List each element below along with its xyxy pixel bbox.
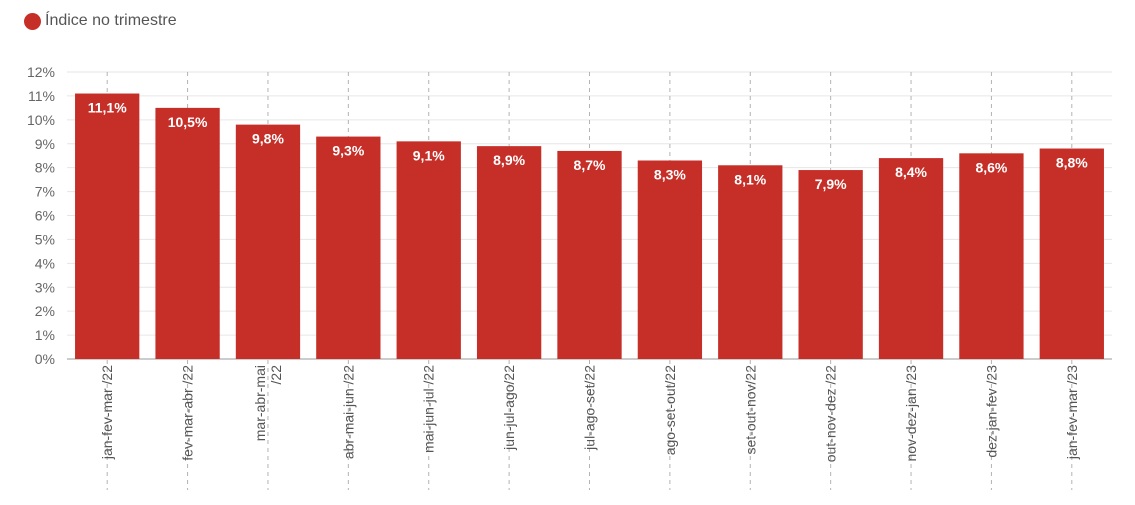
y-tick-label: 7% [35,184,55,200]
x-tick-label: jul-ago-set/22 [582,365,598,451]
bar [235,124,301,359]
data-label: 8,1% [734,171,766,187]
data-label: 9,8% [252,131,284,147]
x-tick-label: nov-dez-jan /23 [903,365,919,462]
y-tick-label: 4% [35,255,55,271]
legend-marker [24,12,41,30]
x-tick-label: dez-jan-fev /23 [983,365,999,458]
data-label: 8,6% [975,159,1007,175]
bar [1039,148,1104,359]
legend[interactable]: Índice no trimestre [24,12,177,30]
bar [798,170,863,359]
bar [155,107,220,359]
data-label: 8,4% [895,164,927,180]
y-tick-label: 10% [27,112,55,128]
bar [75,93,140,360]
x-tick-label: mar-abr-mai/22 [252,365,284,441]
x-tick-label: jan-fev-mar /23 [1064,365,1080,460]
x-tick-label: jun-jul-ago/22 [501,365,517,451]
x-tick-label: ago-set-out/22 [662,365,678,455]
bar [718,165,783,359]
bar [959,153,1024,359]
bar [396,141,461,359]
y-tick-label: 6% [35,208,55,224]
data-label: 7,9% [815,176,847,192]
data-label: 8,7% [574,157,606,173]
y-tick-label: 9% [35,136,55,152]
x-tick-label: mai-jun-jul /22 [421,365,437,453]
bar [316,136,381,359]
x-tick-label-line: mar-abr-mai [252,365,268,441]
x-tick-label: set-out-nov/22 [742,365,758,455]
x-tick-label: abr-mai-jun /22 [340,365,356,459]
data-label: 8,8% [1056,155,1088,171]
y-tick-label: 1% [35,327,55,343]
x-tick-label: jan-fev-mar /22 [99,365,115,460]
y-tick-label: 2% [35,303,55,319]
y-tick-label: 3% [35,279,55,295]
y-tick-label: 8% [35,160,55,176]
legend-label: Índice no trimestre [45,12,177,29]
x-tick-label-line: /22 [268,365,284,385]
y-tick-label: 5% [35,231,55,247]
bar [476,146,542,359]
data-label: 8,9% [493,152,525,168]
data-label: 11,1% [88,100,127,116]
data-label: 9,3% [332,143,364,159]
bar [637,160,703,359]
bar [878,158,944,359]
x-tick-label: out-nov-dez /22 [823,365,839,462]
data-label: 9,1% [413,147,445,163]
y-tick-label: 0% [35,351,55,367]
bar [557,150,622,359]
y-tick-label: 11% [28,88,55,104]
x-tick-label: fev-mar-abr /22 [180,365,196,461]
y-tick-label: 12% [27,64,55,80]
data-label: 8,3% [654,166,686,182]
data-label: 10,5% [168,114,208,130]
